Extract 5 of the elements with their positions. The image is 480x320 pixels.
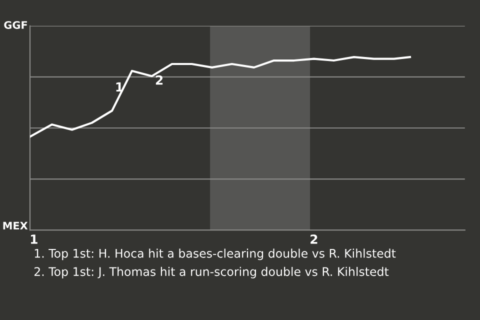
text: GGF bbox=[4, 21, 27, 29]
text: MEX bbox=[3, 222, 28, 230]
text: 1. Top 1st: H. Hoca hit a bases-clearing double vs R. Kihlstedt bbox=[34, 248, 396, 260]
text: 2. Top 1st: J. Thomas hit a run-scoring double vs R. Kihlstedt bbox=[34, 266, 389, 278]
annotation: 2 bbox=[156, 75, 163, 85]
